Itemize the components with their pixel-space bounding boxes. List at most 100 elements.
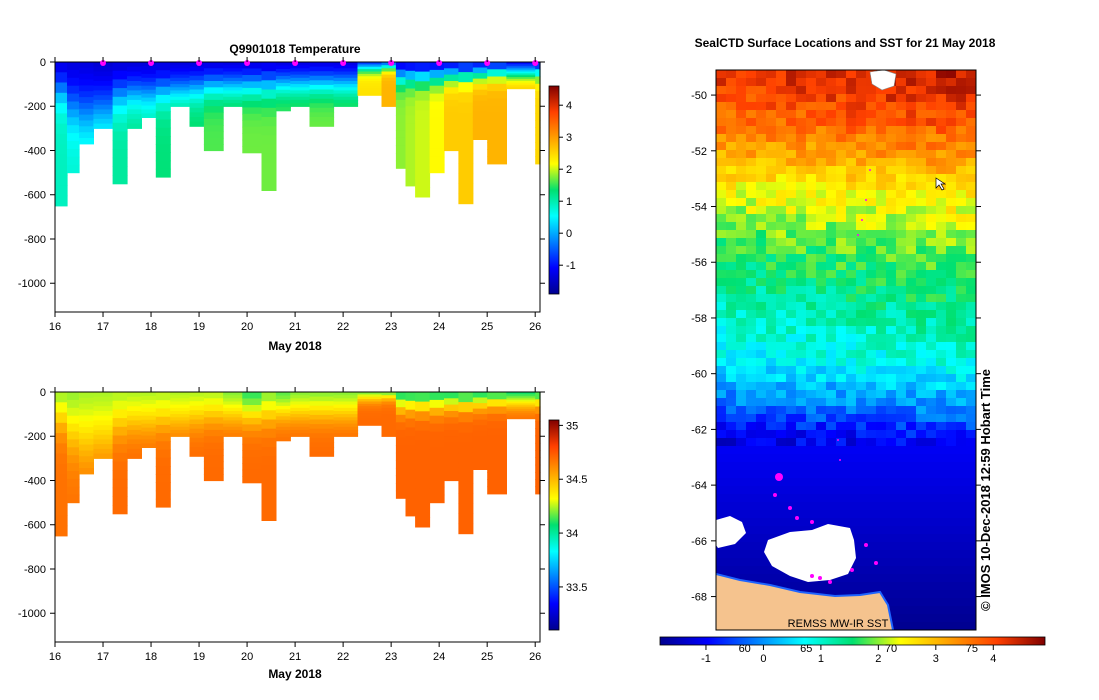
sst-pixel xyxy=(966,278,976,287)
sst-pixel xyxy=(946,422,957,431)
sst-pixel xyxy=(826,438,837,447)
profile-cell xyxy=(203,429,224,437)
sst-pixel xyxy=(746,174,757,183)
sst-pixel xyxy=(726,310,737,319)
sst-pixel xyxy=(806,414,817,423)
sst-pixel xyxy=(886,302,897,311)
profile-cell xyxy=(415,110,431,121)
sst-pixel xyxy=(806,406,817,415)
profile-cell xyxy=(429,431,445,440)
sst-pixel xyxy=(806,150,817,159)
sst-pixel xyxy=(946,198,957,207)
sst-pixel xyxy=(896,270,907,279)
sst-pixel xyxy=(736,534,747,543)
sst-pixel xyxy=(716,438,727,447)
sst-pixel xyxy=(886,334,897,343)
profile-cell xyxy=(155,457,171,467)
sst-pixel xyxy=(856,238,867,247)
sst-pixel xyxy=(966,502,976,511)
profile-cell xyxy=(405,168,416,178)
profile-cell xyxy=(155,449,171,459)
sst-pixel xyxy=(766,574,777,583)
sst-pixel xyxy=(776,342,787,351)
profile-cell xyxy=(155,86,171,96)
profile-cell xyxy=(242,68,263,76)
sst-pixel xyxy=(866,574,877,583)
sst-pixel xyxy=(856,278,867,287)
sst-pixel xyxy=(856,558,867,567)
sst-pixel xyxy=(906,230,917,239)
profile-cell xyxy=(415,420,431,432)
sst-pixel xyxy=(886,214,897,223)
sst-pixel xyxy=(806,118,817,127)
sst-pixel xyxy=(936,174,947,183)
profile-cell xyxy=(290,81,311,85)
sst-pixel xyxy=(926,326,937,335)
sst-pixel xyxy=(906,190,917,199)
sst-pixel xyxy=(876,302,887,311)
sst-pixel xyxy=(786,334,797,343)
sst-pixel xyxy=(776,390,787,399)
sst-pixel xyxy=(886,198,897,207)
sst-pixel xyxy=(946,174,957,183)
temperature-surface-markers xyxy=(100,60,539,66)
surface-marker xyxy=(484,60,491,66)
sst-pixel xyxy=(936,126,947,135)
sst-pixel xyxy=(896,358,907,367)
profile-cell xyxy=(415,498,431,509)
profile-cell xyxy=(67,478,80,488)
sst-pixel xyxy=(786,398,797,407)
sst-pixel xyxy=(946,222,957,231)
sst-pixel xyxy=(726,430,737,439)
sst-pixel xyxy=(926,590,937,599)
sst-pixel xyxy=(756,366,767,375)
profile-cell xyxy=(429,69,445,79)
sst-pixel xyxy=(926,294,937,303)
profile-cell xyxy=(290,71,311,76)
profile-cell xyxy=(333,414,359,418)
profile-cell xyxy=(487,442,507,451)
profile-cell xyxy=(309,447,335,453)
profile-cell xyxy=(223,90,243,95)
profile-cell xyxy=(395,145,407,154)
sst-pixel xyxy=(776,382,787,391)
profile-cell xyxy=(415,168,431,179)
sst-pixel xyxy=(866,462,877,471)
sst-pixel xyxy=(876,110,887,119)
sst-pixel xyxy=(896,374,907,383)
sst-pixel xyxy=(786,166,797,175)
sst-pixel xyxy=(936,494,947,503)
sst-pixel xyxy=(906,70,917,79)
profile-cell xyxy=(155,490,171,500)
sst-pixel xyxy=(746,438,757,447)
sst-pixel xyxy=(886,566,897,575)
sst-pixel xyxy=(946,510,957,519)
y-tick-label: 0 xyxy=(40,57,46,69)
profile-cell xyxy=(261,437,277,448)
sst-pixel xyxy=(836,86,847,95)
profile-cell xyxy=(112,157,128,167)
sst-pixel xyxy=(926,238,937,247)
sst-pixel xyxy=(966,238,976,247)
profile-cell xyxy=(203,137,224,145)
sst-pixel xyxy=(866,150,877,159)
sst-pixel xyxy=(956,94,967,103)
profile-cell xyxy=(170,392,190,396)
profile-cell xyxy=(487,142,507,150)
sst-pixel xyxy=(866,310,877,319)
sst-pixel xyxy=(786,158,797,167)
profile-cell xyxy=(487,127,507,136)
sst-pixel xyxy=(786,374,797,383)
sst-pixel xyxy=(936,158,947,167)
sst-pixel xyxy=(796,294,807,303)
profile-cell xyxy=(395,460,407,469)
profile-cell xyxy=(261,71,277,81)
sst-pixel xyxy=(956,518,967,527)
sst-pixel xyxy=(896,166,907,175)
source-label: REMSS MW-IR SST xyxy=(788,618,889,630)
profile-cell xyxy=(189,71,205,77)
sst-pixel xyxy=(726,326,737,335)
sst-pixel xyxy=(856,142,867,151)
profile-cell xyxy=(472,106,488,113)
sst-pixel xyxy=(736,542,747,551)
